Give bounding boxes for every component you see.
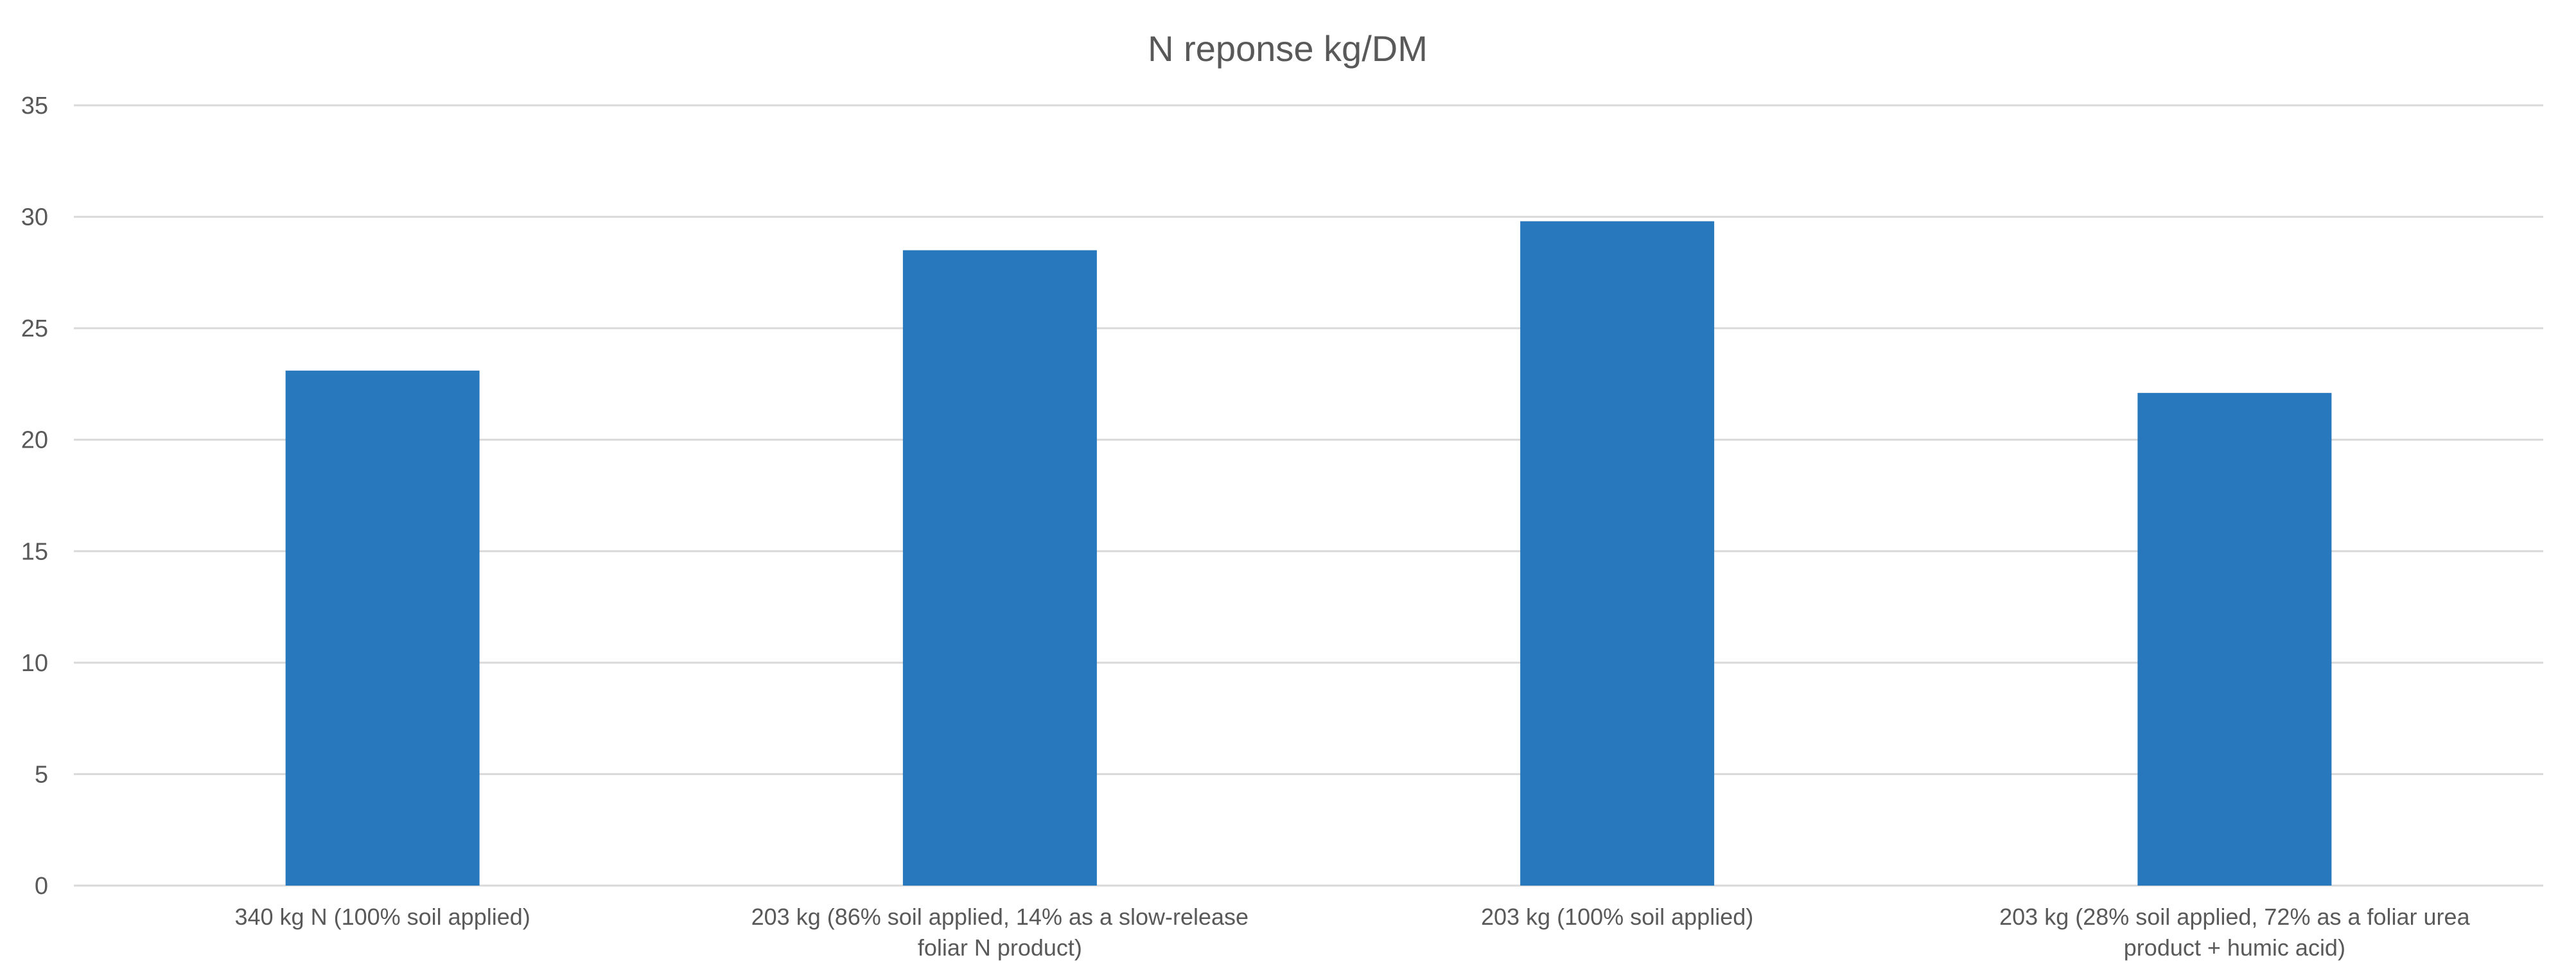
x-category-label: foliar N product) — [918, 934, 1082, 961]
y-tick-label: 0 — [35, 873, 48, 900]
x-category-label: 340 kg N (100% soil applied) — [234, 904, 530, 930]
bar — [2137, 392, 2332, 886]
bar — [1520, 221, 1715, 886]
y-tick-label: 25 — [21, 315, 48, 342]
x-axis-labels: 340 kg N (100% soil applied) 203 kg (86% … — [234, 904, 2470, 961]
y-tick-label: 30 — [21, 204, 48, 231]
x-category-label: product + humic acid) — [2124, 934, 2345, 961]
gridlines — [74, 104, 2543, 887]
x-category-label: 203 kg (28% soil applied, 72% as a folia… — [1999, 904, 2470, 930]
y-tick-label: 5 — [35, 761, 48, 788]
y-axis-ticks: 0 5 10 15 20 25 30 35 — [21, 92, 48, 900]
y-tick-label: 10 — [21, 650, 48, 677]
y-tick-label: 15 — [21, 538, 48, 565]
x-category-label: 203 kg (100% soil applied) — [1481, 904, 1753, 930]
chart-title: N reponse kg/DM — [1148, 28, 1428, 69]
x-category-label: 203 kg (86% soil applied, 14% as a slow-… — [751, 904, 1249, 930]
bar — [902, 250, 1097, 886]
bar — [285, 371, 480, 886]
y-tick-label: 20 — [21, 427, 48, 454]
y-tick-label: 35 — [21, 92, 48, 119]
bars — [285, 221, 2332, 886]
